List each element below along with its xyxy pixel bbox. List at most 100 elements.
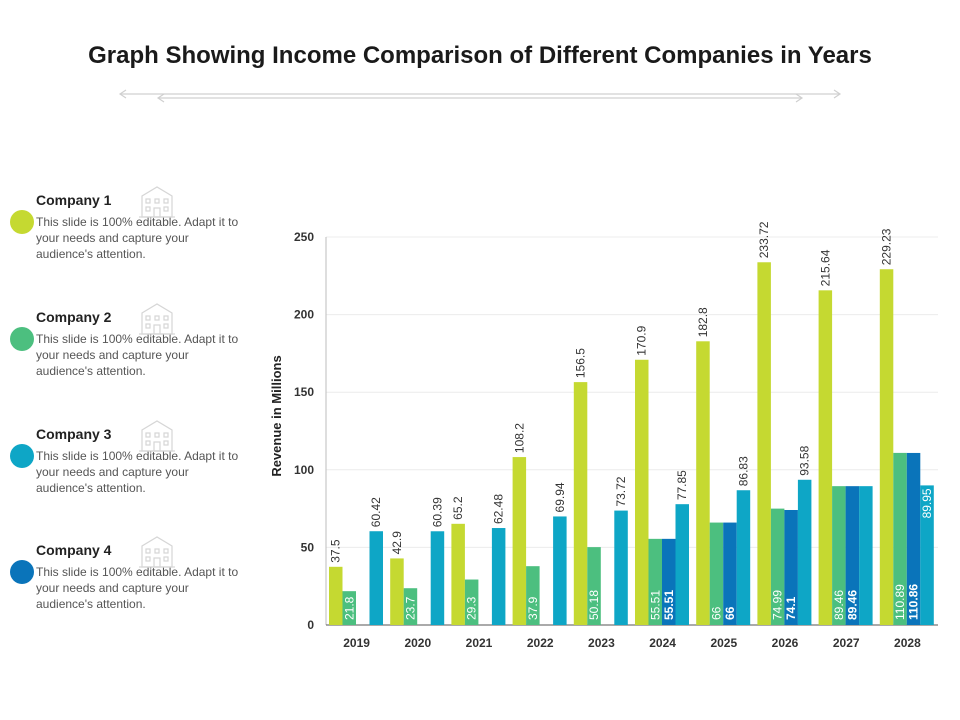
x-tick-label: 2021	[466, 636, 493, 650]
data-label: 110.89	[893, 584, 907, 620]
title-divider	[118, 89, 842, 103]
bar-company-1-2020	[390, 558, 404, 625]
legend-item-company-2: Company 2 This slide is 100% editable. A…	[10, 303, 250, 389]
data-label: 60.39	[430, 497, 444, 527]
legend-name: Company 4	[36, 542, 112, 558]
data-label: 62.48	[492, 494, 506, 524]
bar-company-1-2022	[512, 457, 527, 625]
bar-company-3-2019	[369, 531, 383, 625]
bar-company-2-2019	[342, 591, 356, 625]
legend-name: Company 3	[36, 426, 112, 442]
data-label: 86.83	[736, 456, 750, 486]
bar-company-3-2028	[920, 485, 934, 625]
data-label: 50.18	[587, 590, 601, 620]
legend-dot-company-1	[10, 210, 34, 234]
x-tick-label: 2023	[588, 636, 615, 650]
legend-item-company-3: Company 3 This slide is 100% editable. A…	[10, 420, 250, 506]
building-icon	[139, 536, 175, 568]
legend-description: This slide is 100% editable. Adapt it to…	[36, 565, 239, 611]
data-label: 229.23	[880, 228, 894, 265]
bar-company-1-2021	[451, 523, 465, 625]
building-icon	[139, 303, 175, 335]
data-label: 23.7	[403, 596, 417, 620]
legend-description: This slide is 100% editable. Adapt it to…	[36, 449, 239, 495]
data-label: 42.9	[390, 531, 404, 555]
bar-company-3-2027	[859, 486, 873, 625]
legend-name: Company 1	[36, 192, 112, 208]
y-axis-label: Revenue in Millions	[269, 355, 284, 476]
data-label: 89.46	[845, 590, 859, 620]
bar-company-3-2026	[797, 479, 812, 625]
data-label: 74.99	[771, 590, 785, 620]
data-label: 55.51	[648, 590, 662, 620]
data-label: 233.72	[757, 221, 771, 258]
chart-bars	[329, 262, 934, 625]
data-label: 55.51	[662, 590, 676, 620]
x-tick-label: 2025	[710, 636, 737, 650]
bar-company-1-2019	[329, 566, 343, 625]
bar-company-2-2022	[526, 566, 540, 625]
x-tick-label: 2019	[343, 636, 370, 650]
legend-name: Company 2	[36, 309, 112, 325]
data-label: 21.8	[342, 596, 356, 620]
data-label: 77.85	[675, 470, 689, 500]
bar-company-1-2026	[757, 262, 771, 625]
data-label: 156.5	[574, 348, 588, 378]
bar-company-4-2025	[723, 522, 737, 625]
data-label: 108.2	[512, 423, 526, 453]
bar-company-2-2027	[832, 486, 846, 625]
building-icon	[139, 420, 175, 452]
bar-company-3-2021	[491, 528, 506, 625]
data-label: 73.72	[614, 476, 628, 506]
legend-dot-company-3	[10, 444, 34, 468]
x-tick-label: 2022	[527, 636, 554, 650]
x-tick-label: 2020	[404, 636, 431, 650]
bar-company-3-2023	[614, 510, 628, 625]
bar-company-2-2021	[464, 579, 479, 625]
building-icon	[139, 186, 175, 218]
chart-data-labels: 37.5 21.8 60.42 42.9 23.7 60.39 65.2 29.3 62.48 1…	[329, 221, 934, 620]
page-title: Graph Showing Income Comparison of Diffe…	[88, 42, 872, 69]
data-label: 60.42	[369, 497, 383, 527]
bar-company-2-2025	[709, 522, 724, 625]
legend-item-company-1: Company 1 This slide is 100% editable. A…	[10, 186, 250, 272]
data-label: 66	[723, 606, 737, 620]
chart-grid	[326, 236, 938, 548]
bar-company-4-2026	[784, 509, 798, 625]
bar-company-4-2024	[662, 538, 676, 625]
y-tick-label: 200	[294, 308, 314, 322]
y-tick-label: 50	[301, 540, 315, 554]
bar-company-1-2027	[818, 290, 833, 625]
data-label: 215.64	[818, 249, 832, 286]
bar-company-1-2025	[696, 341, 710, 625]
data-label: 37.5	[329, 539, 343, 563]
bar-company-4-2028	[906, 452, 921, 625]
bar-company-2-2028	[893, 452, 907, 625]
x-tick-label: 2026	[772, 636, 799, 650]
data-label: 74.1	[784, 596, 798, 620]
data-label: 69.94	[553, 482, 567, 512]
bar-company-1-2023	[573, 382, 588, 625]
bar-company-3-2020	[430, 531, 445, 625]
bar-company-3-2024	[675, 504, 689, 625]
x-tick-label: 2027	[833, 636, 860, 650]
x-tick-label: 2028	[894, 636, 921, 650]
legend-dot-company-2	[10, 327, 34, 351]
data-label: 110.86	[907, 584, 921, 620]
data-label: 182.8	[696, 307, 710, 337]
bar-company-2-2023	[587, 547, 601, 625]
bar-company-3-2022	[553, 516, 567, 625]
bar-company-3-2025	[736, 490, 751, 625]
data-label: 66	[709, 606, 723, 620]
legend-item-company-4: Company 4 This slide is 100% editable. A…	[10, 536, 250, 622]
bar-company-1-2028	[879, 269, 894, 625]
data-label: 89.46	[832, 590, 846, 620]
bar-company-2-2024	[648, 538, 662, 625]
data-label: 65.2	[451, 496, 465, 520]
y-tick-label: 0	[307, 618, 314, 632]
legend-description: This slide is 100% editable. Adapt it to…	[36, 332, 239, 378]
data-label: 29.3	[465, 596, 479, 620]
y-tick-label: 250	[294, 230, 314, 244]
bar-company-2-2020	[403, 588, 418, 625]
